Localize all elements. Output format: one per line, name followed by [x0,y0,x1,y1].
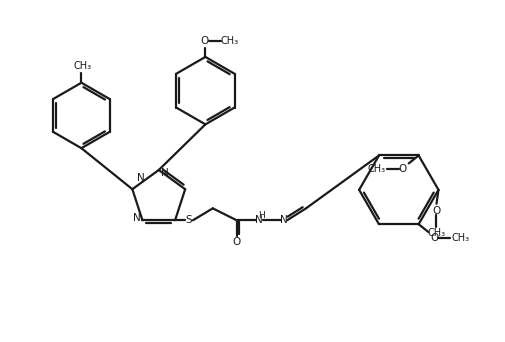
Text: CH₃: CH₃ [451,233,469,243]
Text: N: N [133,213,140,223]
Text: N: N [137,173,144,183]
Text: N: N [161,168,169,178]
Text: CH₃: CH₃ [73,61,91,71]
Text: O: O [430,233,439,243]
Text: N: N [255,215,262,225]
Text: CH₃: CH₃ [427,228,445,238]
Text: O: O [200,36,209,46]
Text: O: O [398,165,407,174]
Text: N: N [280,215,288,225]
Text: CH₃: CH₃ [220,36,238,46]
Text: S: S [186,215,192,225]
Text: O: O [432,206,441,216]
Text: O: O [232,237,241,247]
Text: H: H [258,211,265,220]
Text: CH₃: CH₃ [368,165,386,174]
